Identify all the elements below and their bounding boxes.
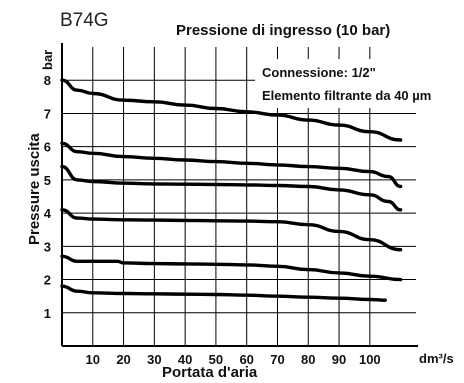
y-axis-label: Pressure uscita	[26, 133, 43, 245]
x-tick-label: 100	[359, 352, 381, 367]
y-tick-label: 3	[44, 239, 51, 254]
x-tick-label: 90	[332, 352, 346, 367]
grid	[62, 47, 416, 346]
x-axis-unit: dm³/s	[419, 351, 454, 366]
tick-labels: 10 20 30 40 50 60 70 80 90 100 1 2 3 4 5 6 7 8	[44, 73, 381, 367]
x-tick-label: 30	[147, 352, 161, 367]
series-line-6	[60, 284, 387, 302]
x-tick-label: 20	[116, 352, 130, 367]
series-line-5	[60, 254, 403, 282]
x-tick-label: 40	[178, 352, 192, 367]
x-tick-label: 60	[239, 352, 253, 367]
note-connection: Connessione: 1/2"	[262, 65, 376, 80]
note-filter: Elemento filtrante da 40 µm	[262, 88, 431, 103]
y-axis-unit: bar	[40, 50, 55, 70]
series-line-1	[60, 78, 403, 142]
series-line-3	[60, 164, 403, 212]
chart-title: Pressione di ingresso (10 bar)	[176, 22, 390, 39]
x-tick-label: 80	[301, 352, 315, 367]
x-tick-label: 70	[270, 352, 284, 367]
y-tick-label: 8	[44, 73, 51, 88]
series-line-2	[60, 141, 403, 189]
y-tick-label: 2	[44, 273, 51, 288]
y-tick-label: 4	[44, 206, 52, 221]
y-tick-label: 6	[44, 140, 51, 155]
axes	[61, 43, 418, 347]
note-box	[255, 59, 458, 108]
series	[60, 78, 403, 302]
y-tick-label: 5	[44, 173, 51, 188]
y-tick-label: 1	[44, 306, 51, 321]
x-axis-label: Portata d'aria	[162, 364, 258, 381]
x-tick-label: 50	[209, 352, 223, 367]
x-tick-label: 10	[86, 352, 100, 367]
series-line-4	[60, 208, 403, 252]
model-code: B74G	[60, 10, 109, 31]
y-tick-label: 7	[44, 106, 51, 121]
